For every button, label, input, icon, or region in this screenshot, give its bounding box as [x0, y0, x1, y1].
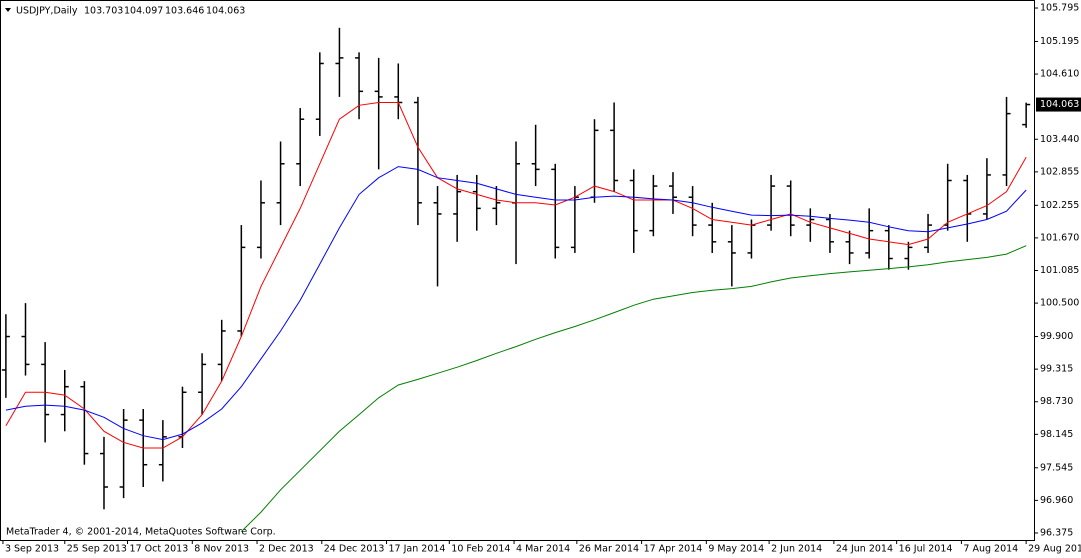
price-label: 104.063	[1040, 99, 1079, 110]
moving-average	[240, 245, 1027, 532]
y-tick-label: 105.195	[1040, 36, 1079, 47]
x-tick-label: 2 Jun 2014	[771, 544, 822, 555]
x-tick-label: 16 Jul 2014	[899, 544, 953, 555]
y-tick-label: 96.375	[1040, 527, 1073, 538]
y-tick-label: 104.610	[1040, 69, 1079, 80]
chart-title: USDJPY,Daily	[16, 6, 78, 17]
menu-triangle[interactable]	[5, 8, 11, 12]
y-tick-label: 103.440	[1040, 134, 1079, 145]
x-tick-label: 10 Feb 2014	[451, 544, 510, 555]
x-tick-label: 29 Aug 2014	[1028, 544, 1081, 555]
y-tick-label: 100.500	[1040, 298, 1079, 309]
y-tick-label: 102.855	[1040, 166, 1079, 177]
y-tick-label: 102.255	[1040, 200, 1079, 211]
x-tick-label: 26 Mar 2014	[579, 544, 639, 555]
header-high: 104.097	[124, 6, 163, 17]
x-tick-label: 7 Aug 2014	[963, 544, 1018, 555]
header-low: 103.646	[165, 6, 204, 17]
x-tick-label: 9 May 2014	[708, 544, 764, 555]
y-tick-label: 101.670	[1040, 232, 1079, 243]
x-tick-label: 8 Nov 2013	[194, 544, 249, 555]
x-tick-label: 17 Apr 2014	[644, 544, 703, 555]
x-tick-label: 25 Sep 2013	[67, 544, 127, 555]
y-tick-label: 105.795	[1040, 3, 1079, 14]
y-tick-label: 96.960	[1040, 495, 1073, 506]
y-tick-label: 99.315	[1040, 364, 1073, 375]
x-tick-label: 2 Dec 2013	[259, 544, 314, 555]
x-tick-label: 17 Jan 2014	[389, 544, 446, 555]
moving-average	[5, 102, 1027, 449]
header-open: 103.703	[84, 6, 123, 17]
y-tick-label: 99.900	[1040, 331, 1073, 342]
x-tick-label: 4 Mar 2014	[516, 544, 570, 555]
x-tick-label: 3 Sep 2013	[5, 544, 59, 555]
y-tick-label: 101.085	[1040, 265, 1079, 276]
header-close: 104.063	[206, 6, 245, 17]
x-tick-label: 24 Jun 2014	[836, 544, 893, 555]
y-tick-label: 97.545	[1040, 462, 1073, 473]
x-tick-label: 24 Dec 2013	[324, 544, 385, 555]
y-tick-label: 98.730	[1040, 396, 1073, 407]
price-box	[1036, 97, 1081, 112]
x-tick-label: 17 Oct 2013	[130, 544, 189, 555]
plot-frame	[0, 0, 1035, 541]
y-tick-label: 98.145	[1040, 429, 1073, 440]
footer: MetaTrader 4, © 2001-2014, MetaQuotes So…	[6, 527, 276, 538]
moving-average	[5, 166, 1027, 441]
